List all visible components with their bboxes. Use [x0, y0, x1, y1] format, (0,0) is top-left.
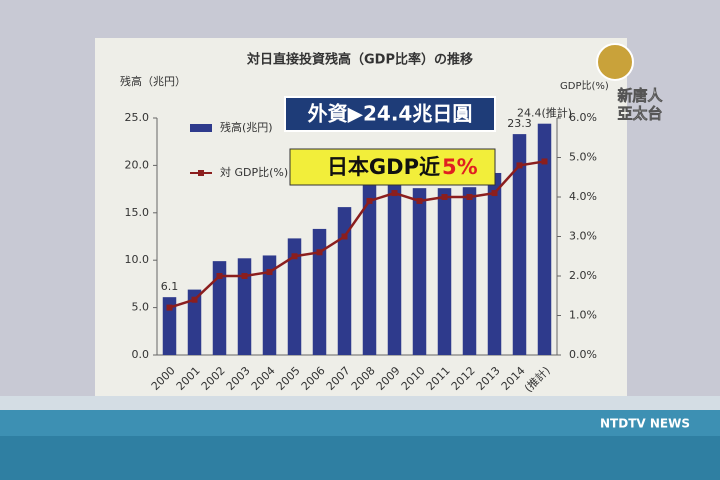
- subhead: 日本GDP近: [327, 155, 440, 179]
- bar: [312, 228, 327, 355]
- bar: [287, 238, 302, 355]
- line-marker: [241, 273, 248, 279]
- y-tick-label: 5.0: [132, 301, 150, 314]
- line-marker: [516, 162, 523, 169]
- bar: [537, 123, 552, 355]
- y-tick-label: 15.0: [125, 206, 150, 219]
- logo: 新唐人 亞太台: [596, 43, 664, 123]
- line-marker: [416, 197, 423, 204]
- line-marker: [441, 194, 448, 200]
- logo-line1: 新唐人: [617, 87, 663, 105]
- subhead-box: [289, 148, 496, 186]
- y2-tick-label: 2.0%: [569, 269, 597, 282]
- bar: [412, 188, 427, 355]
- line-marker: [366, 197, 373, 204]
- line-marker: [466, 194, 473, 200]
- y-tick-label: 10.0: [125, 253, 150, 266]
- line-marker: [216, 273, 223, 279]
- overlay: 外資▶24.4兆日圓 日本GDP近 5%: [284, 96, 496, 186]
- y-tick-label: 25.0: [125, 111, 150, 124]
- bar: [337, 207, 352, 355]
- y-tick-label: 0.0: [132, 348, 150, 361]
- legend-swatch: [190, 124, 212, 132]
- footer: NTDTV NEWS: [600, 417, 690, 431]
- bar: [462, 187, 477, 355]
- y2-tick-label: 0.0%: [569, 348, 597, 361]
- y2-axis-title: GDP比(%): [560, 80, 609, 92]
- band-teal: [0, 410, 720, 436]
- line: [169, 160, 545, 309]
- legend-marker: [198, 170, 204, 176]
- line-marker: [341, 233, 348, 240]
- bar: [387, 180, 402, 355]
- bar: [362, 180, 377, 355]
- line-marker: [541, 158, 548, 165]
- headline-box: [284, 96, 496, 132]
- line-marker: [291, 253, 298, 260]
- chart-title: 対日直接投資残高（GDP比率）の推移: [246, 52, 473, 68]
- subhead-highlight: 5%: [442, 155, 478, 179]
- bar: [212, 261, 227, 355]
- value-label: 24.4(推計): [517, 106, 572, 120]
- y2-tick-label: 5.0%: [569, 151, 597, 164]
- bar: [237, 258, 252, 355]
- y2-tick-label: 4.0%: [569, 190, 597, 203]
- logo-emblem: [596, 43, 634, 81]
- line-marker: [391, 190, 398, 197]
- line-marker: [491, 190, 498, 197]
- band-dark: [0, 436, 720, 480]
- y2-tick-label: 1.0%: [569, 309, 597, 322]
- line-marker: [191, 296, 198, 303]
- headline: 外資▶24.4兆日圓: [308, 102, 473, 126]
- value-label: 6.1: [161, 280, 179, 293]
- y-tick-label: 20.0: [125, 158, 150, 171]
- legend-label: 対 GDP比(%): [220, 165, 288, 179]
- value-label: 23.3: [507, 117, 532, 130]
- y2-tick-label: 3.0%: [569, 230, 597, 243]
- logo-line2: 亞太台: [617, 105, 662, 123]
- bar: [262, 255, 277, 355]
- bar: [512, 134, 527, 355]
- bar: [487, 172, 502, 355]
- bar: [437, 188, 452, 355]
- line-marker: [166, 304, 173, 311]
- line-marker: [266, 269, 273, 276]
- y-axis-title: 残高（兆円）: [120, 74, 186, 88]
- line-marker: [316, 249, 323, 256]
- y2-tick-label: 6.0%: [569, 111, 597, 124]
- legend-label: 残高(兆円): [220, 120, 273, 134]
- bar: [162, 297, 177, 355]
- bar: [187, 289, 202, 355]
- band-light: [0, 396, 720, 410]
